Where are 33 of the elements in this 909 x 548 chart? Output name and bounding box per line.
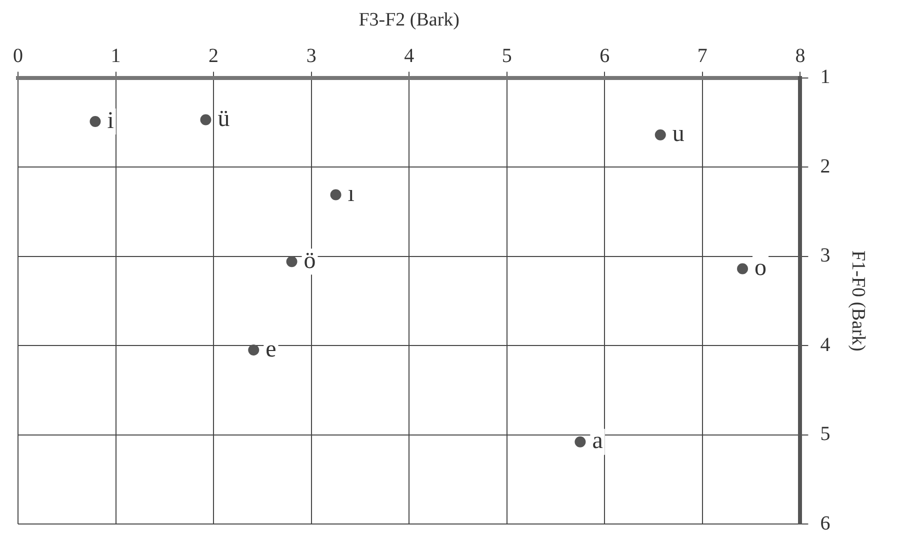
y-tick-label: 2 xyxy=(820,155,830,178)
y-tick-label: 4 xyxy=(820,334,830,356)
point xyxy=(90,116,101,128)
point xyxy=(248,344,260,356)
x-tick-label: 8 xyxy=(795,45,806,68)
annotation: ı xyxy=(348,181,355,207)
annotation: e xyxy=(266,336,276,362)
y-tick-label: 5 xyxy=(820,423,830,446)
point xyxy=(737,263,748,274)
y-axis-title: F1-F0 (Bark) xyxy=(848,250,869,352)
point xyxy=(286,256,298,268)
annotation: o xyxy=(754,255,767,282)
x-tick-label: 3 xyxy=(306,45,316,68)
x-tick-label: 0 xyxy=(13,45,23,68)
x-tick-label: 7 xyxy=(697,45,708,68)
annotation: u xyxy=(672,121,684,148)
x-axis-title: F3-F2 (Bark) xyxy=(358,9,460,30)
x-tick-label: 6 xyxy=(600,45,610,68)
x-tick-label: 1 xyxy=(110,45,121,68)
point xyxy=(574,436,586,448)
annotation: ö xyxy=(304,248,316,274)
annotation: i xyxy=(107,108,114,134)
x-tick-label: 4 xyxy=(404,45,414,68)
y-tick-label: 3 xyxy=(820,244,830,267)
annotation: ü xyxy=(218,106,230,132)
x-tick-label: 5 xyxy=(502,45,512,68)
point xyxy=(654,129,666,140)
y-tick-label: 1 xyxy=(820,66,830,88)
point xyxy=(330,189,342,200)
x-tick-label: 2 xyxy=(208,45,219,68)
annotation: a xyxy=(592,428,604,454)
y-tick-label: 6 xyxy=(820,512,830,534)
point xyxy=(200,114,212,126)
